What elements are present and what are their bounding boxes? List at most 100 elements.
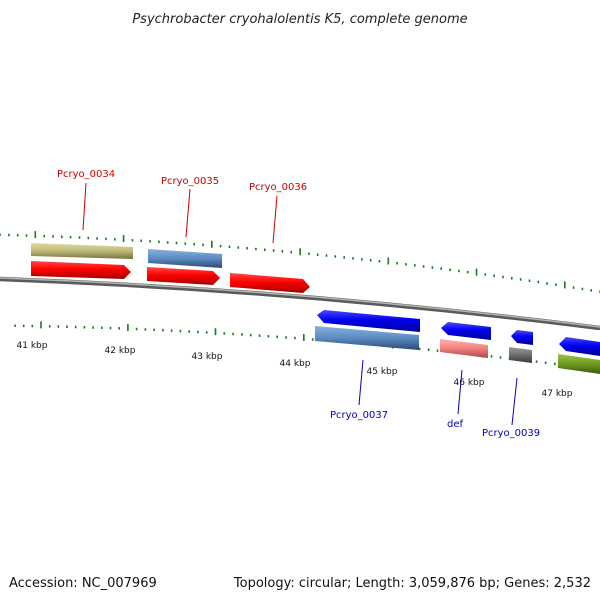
gene-label-def[interactable]: def: [447, 419, 464, 430]
gene-feature-pcryo-0039[interactable]: [511, 330, 533, 345]
leader-line: [457, 369, 463, 415]
minor-tick: [246, 247, 248, 250]
gene-label-pcryo-0039[interactable]: Pcryo_0039: [482, 428, 540, 439]
minor-tick: [546, 282, 548, 285]
minor-tick: [118, 327, 120, 330]
minor-tick: [272, 249, 275, 252]
minor-tick: [258, 334, 261, 337]
genome-stats-text: Topology: circular; Length: 3,059,876 bp…: [233, 576, 591, 591]
minor-tick: [135, 327, 138, 331]
gene-feature-pcryo-0035-annotation: [148, 249, 222, 268]
minor-tick: [440, 267, 442, 270]
leader-line: [511, 377, 518, 426]
minor-tick: [369, 259, 372, 262]
scale-label-42-kbp: 42 kbp: [105, 346, 136, 356]
minor-tick: [511, 277, 513, 280]
minor-tick: [237, 246, 240, 249]
minor-tick: [343, 256, 345, 259]
minor-tick: [105, 237, 107, 241]
gene-feature-pcryo-0037[interactable]: [317, 310, 420, 332]
gene-feature-pcryo-0034-annotation: [31, 243, 133, 259]
gene-feature-def-annotation: [440, 339, 488, 358]
minor-tick: [316, 253, 319, 256]
minor-tick: [436, 349, 439, 352]
minor-tick: [202, 243, 204, 247]
minor-tick: [308, 252, 310, 256]
minor-tick: [219, 244, 222, 248]
minor-tick: [528, 279, 531, 282]
minor-tick: [285, 336, 287, 339]
minor-tick: [378, 260, 381, 263]
major-tick: [214, 328, 217, 336]
minor-tick: [255, 247, 257, 251]
minor-tick: [490, 355, 493, 358]
minor-tick: [232, 332, 234, 336]
minor-tick: [188, 330, 190, 333]
minor-tick: [537, 280, 540, 284]
gene-label-pcryo-0036[interactable]: Pcryo_0036: [249, 182, 307, 193]
genome-backbone-highlight: [0, 277, 600, 328]
scale-label-41-kbp: 41 kbp: [17, 341, 48, 351]
minor-tick: [16, 234, 19, 237]
minor-tick: [519, 278, 522, 281]
gene-feature-pcryo-0036[interactable]: [230, 273, 310, 293]
minor-tick: [57, 325, 60, 328]
minor-tick: [414, 264, 416, 267]
minor-tick: [114, 238, 116, 241]
minor-tick: [14, 324, 16, 327]
major-tick: [299, 248, 301, 256]
minor-tick: [458, 269, 460, 273]
minor-tick: [162, 328, 164, 332]
gene-feature-pcryo-0039-annotation: [509, 347, 532, 363]
minor-tick: [101, 326, 103, 329]
minor-tick: [166, 241, 169, 244]
gene-feature-pcryo-0034[interactable]: [31, 261, 131, 279]
gene-label-pcryo-0037[interactable]: Pcryo_0037: [330, 410, 388, 421]
accession-text: Accession: NC_007969: [9, 576, 157, 591]
gene-label-pcryo-0035[interactable]: Pcryo_0035: [161, 176, 219, 187]
minor-tick: [43, 234, 45, 238]
gene-feature-pcryo-0040[interactable]: [559, 337, 600, 356]
gene-feature-pcryo-0037-annotation: [315, 326, 419, 350]
scale-label-46-kbp: 46 kbp: [454, 378, 485, 388]
minor-tick: [418, 347, 421, 351]
minor-tick: [228, 245, 231, 249]
minor-tick: [25, 234, 28, 237]
scale-label-47-kbp: 47 kbp: [542, 389, 573, 399]
leader-line: [185, 188, 191, 238]
minor-tick: [223, 332, 226, 335]
minor-tick: [87, 236, 90, 240]
gene-feature-def[interactable]: [441, 322, 491, 340]
minor-tick: [66, 325, 68, 328]
major-tick: [303, 334, 305, 341]
minor-tick: [92, 326, 94, 329]
minor-tick: [466, 270, 469, 274]
gene-label-pcryo-0034[interactable]: Pcryo_0034: [57, 169, 115, 180]
forward-gene-labels: Pcryo_0034 Pcryo_0035 Pcryo_0036: [57, 169, 307, 244]
leader-line: [272, 195, 278, 244]
minor-tick: [544, 361, 547, 364]
minor-tick: [179, 329, 182, 333]
minor-tick: [590, 289, 592, 292]
major-tick: [211, 240, 213, 248]
minor-tick: [396, 262, 398, 265]
minor-tick: [361, 258, 363, 261]
minor-tick: [581, 287, 584, 291]
minor-tick: [555, 283, 557, 286]
gene-feature-pcryo-0035[interactable]: [147, 267, 220, 285]
minor-tick: [427, 348, 430, 351]
major-tick: [475, 268, 478, 276]
minor-tick: [193, 243, 195, 246]
minor-tick: [31, 324, 34, 328]
minor-tick: [96, 237, 98, 240]
minor-tick: [241, 333, 243, 336]
minor-tick: [149, 240, 151, 243]
gene-feature-pcryo-0040-annotation: [558, 354, 600, 374]
minor-tick: [205, 331, 208, 334]
minor-tick: [325, 254, 328, 257]
minor-tick: [499, 356, 502, 359]
minor-tick: [422, 265, 425, 268]
minor-tick: [69, 235, 72, 239]
minor-tick: [281, 250, 284, 253]
